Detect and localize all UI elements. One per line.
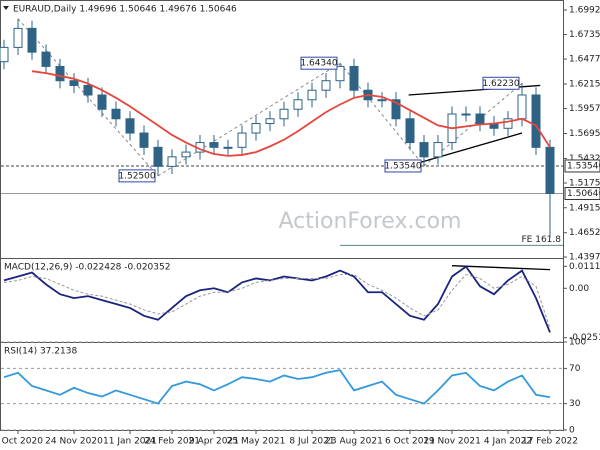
- x-tick-label: 24 Feb 2021: [144, 437, 200, 447]
- y-tick-label: 1.59575: [569, 104, 600, 114]
- y-tick-label: 1.56950: [569, 129, 600, 139]
- y-tick-label: 1.64775: [569, 55, 600, 65]
- y-tick-label: 0.00: [569, 284, 589, 294]
- candle-body: [419, 142, 429, 158]
- candle-body: [167, 156, 177, 167]
- y-tick-label: 1.62150: [569, 80, 600, 90]
- panel-title: EURAUD,Daily 1.49696 1.50646 1.49676 1.5…: [13, 5, 237, 15]
- x-tick-label: 9 Apr 2021: [189, 437, 239, 447]
- series-line: [3, 265, 551, 333]
- candle-body: [265, 118, 275, 125]
- x-tick-label: 9 Oct 2020: [0, 437, 43, 447]
- candle-body: [279, 108, 289, 120]
- candle-body: [209, 142, 219, 148]
- y-tick-label: 30: [569, 399, 581, 409]
- y-tick-label: 1.54325: [569, 154, 600, 164]
- candle-body: [405, 118, 415, 144]
- candle-body: [377, 99, 387, 102]
- candle-body: [461, 113, 471, 116]
- panel-title: RSI(14) 37.2138: [4, 347, 77, 357]
- annotation-box: [384, 159, 422, 173]
- candle-body: [237, 132, 247, 148]
- candle-body: [181, 151, 191, 158]
- candle-body: [83, 84, 93, 96]
- y-tick-label: 1.51750: [569, 179, 600, 189]
- candle-body: [0, 46, 9, 63]
- candle-body: [41, 51, 51, 67]
- candle-body: [27, 27, 37, 53]
- level-label: 1.53540: [567, 161, 600, 171]
- panel-title: MACD(12,26,9) -0.022428 -0.020352: [4, 263, 170, 273]
- y-tick-label: 1.49150: [569, 203, 600, 213]
- candle-body: [111, 108, 121, 120]
- candle-body: [55, 65, 65, 82]
- x-tick-label: 24 Nov 2020: [45, 437, 103, 447]
- candle-body: [391, 99, 401, 120]
- title-marker: [3, 6, 9, 10]
- candle-body: [125, 118, 135, 134]
- candle-body: [139, 132, 149, 148]
- candle-body: [321, 80, 331, 91]
- candle-body: [293, 99, 303, 110]
- x-tick-label: 11 Jan 2021: [103, 437, 157, 447]
- x-tick-label: 8 Jul 2021: [289, 437, 334, 447]
- trend-line: [451, 265, 551, 271]
- annotation-label: 1.52500: [118, 171, 155, 181]
- y-tick-label: 0.011168: [569, 262, 600, 272]
- candle-body: [545, 146, 555, 195]
- annotation-label: 1.62230: [482, 79, 519, 89]
- trend-line: [17, 18, 159, 177]
- y-tick-label: 1.69925: [569, 6, 600, 16]
- x-tick-label: 25 May 2021: [227, 437, 286, 447]
- candle-body: [503, 118, 513, 129]
- y-tick-label: -0.025117: [569, 333, 600, 343]
- level-box: [564, 187, 600, 201]
- y-tick-label: 1.46525: [569, 228, 600, 238]
- candle-body: [251, 123, 261, 134]
- x-tick-label: 6 Oct 2021: [385, 437, 435, 447]
- candle-body: [433, 142, 443, 158]
- x-tick-label: 23 Aug 2021: [325, 437, 383, 447]
- candle-body: [475, 113, 485, 125]
- series-line: [3, 369, 551, 405]
- candle-body: [223, 146, 233, 149]
- candle-body: [153, 146, 163, 167]
- watermark: ActionForex.com: [279, 209, 462, 234]
- level-label: 1.50646: [567, 189, 600, 199]
- series-line: [31, 70, 551, 157]
- y-tick-label: 100: [569, 338, 586, 348]
- y-tick-label: 1.67350: [569, 30, 600, 40]
- candle-body: [307, 89, 317, 101]
- y-tick-label: 1.43975: [569, 253, 600, 263]
- trend-line: [409, 132, 523, 167]
- x-tick-label: 4 Jan 2022: [484, 437, 532, 447]
- series-line: [3, 273, 551, 329]
- fe-label: FE 161.8: [522, 235, 562, 245]
- candle-body: [349, 65, 359, 91]
- candle-body: [97, 94, 107, 110]
- annotation-label: 1.53540: [384, 161, 421, 171]
- candle-body: [69, 80, 79, 86]
- candle-body: [13, 27, 23, 48]
- annotation-box: [300, 56, 338, 70]
- x-tick-label: 19 Nov 2021: [423, 437, 481, 447]
- annotation-label: 1.64340: [300, 59, 337, 69]
- annotation-box: [118, 169, 156, 183]
- level-box: [564, 159, 600, 173]
- annotation-box: [482, 76, 520, 90]
- x-tick-label: 17 Feb 2022: [522, 437, 578, 447]
- candle-body: [517, 94, 527, 120]
- panel-frame: [0, 342, 564, 431]
- y-tick-label: 70: [569, 364, 581, 374]
- candle-body: [335, 65, 345, 82]
- y-tick-label: 0: [569, 426, 575, 436]
- candle-body: [531, 94, 541, 148]
